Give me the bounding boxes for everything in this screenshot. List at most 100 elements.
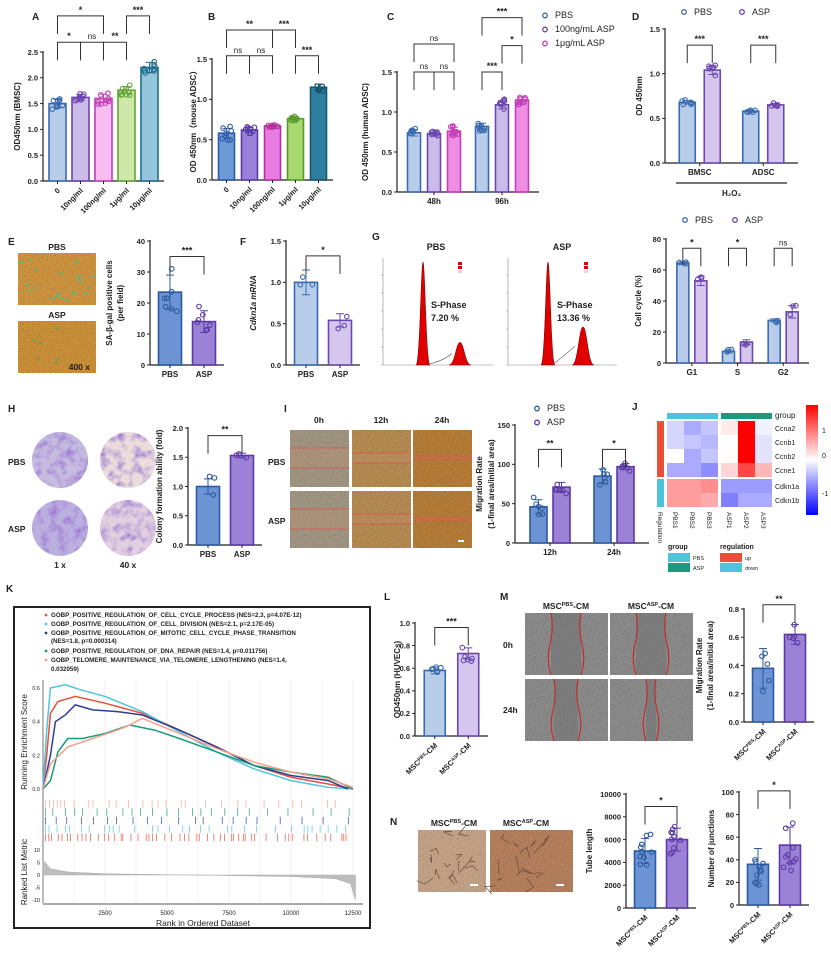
metric-y-tick-label: 10	[34, 848, 40, 854]
regulation-annotation-title: Regulation	[656, 512, 663, 543]
flow-legend-swatch	[458, 266, 462, 269]
significance-label: ***	[182, 246, 193, 256]
data-point	[335, 325, 342, 332]
legend-marker	[542, 26, 548, 33]
heatmap-cell	[667, 493, 684, 507]
metric-y-tick-label: 5	[37, 861, 40, 867]
stained-cell	[55, 358, 59, 361]
x-tick-label: ASP	[332, 370, 349, 379]
significance-label: *	[690, 237, 694, 247]
chart-C: 0.0 0.5 1.0 1.5 OD 450nm (human ADSC) 48h 96h n…	[361, 7, 615, 206]
legend-swatch	[668, 553, 690, 562]
legend-label: 1μg/mL ASP	[555, 38, 605, 48]
bar	[703, 69, 722, 164]
data-point	[481, 127, 487, 134]
heatmap-cell	[755, 449, 772, 463]
scratch-image	[413, 430, 472, 487]
scratch-gap	[352, 514, 411, 524]
data-point	[759, 653, 765, 660]
significance-label: *	[510, 35, 514, 45]
data-point	[669, 830, 676, 836]
y-tick-label: 100	[721, 788, 734, 797]
legend-marker	[44, 631, 48, 635]
data-point	[501, 106, 507, 112]
data-point	[206, 473, 213, 480]
data-point	[679, 98, 686, 104]
x-tick-label: 12500	[345, 911, 362, 917]
tube-formation-image	[490, 830, 573, 892]
y-axis-label: Cdkn1a mRNA	[249, 275, 258, 331]
data-point	[677, 837, 684, 844]
significance-bracket	[103, 41, 127, 61]
y-tick-label: 0.5	[382, 148, 392, 157]
enrichment-curve	[42, 683, 354, 790]
heatmap-cell	[755, 421, 772, 435]
stained-cell	[39, 341, 44, 344]
x-tick-label: 48h	[427, 197, 441, 206]
y-tick-label: 50	[502, 499, 510, 508]
y-tick-label: 80	[726, 810, 734, 819]
data-point	[78, 97, 84, 103]
heatmap-cell	[684, 479, 701, 493]
y-tick-label: 0.2	[729, 690, 739, 699]
legend-label: PBS	[695, 215, 713, 225]
bar	[286, 117, 305, 181]
y-tick-label: 1.0	[400, 619, 410, 628]
heatmap-cell	[701, 479, 718, 493]
significance-bracket	[773, 247, 793, 267]
y-tick-label: 1.0	[271, 278, 281, 287]
bar	[309, 86, 328, 181]
x-tick-label: 0	[53, 186, 62, 195]
scratch-image	[352, 430, 411, 487]
heatmap-cell	[684, 463, 701, 477]
data-point	[637, 844, 644, 851]
data-point	[223, 130, 229, 137]
data-point	[150, 61, 157, 68]
y-tick-label: 40	[137, 237, 145, 246]
data-point	[343, 313, 350, 320]
significance-bracket	[686, 44, 713, 64]
data-point	[141, 65, 147, 72]
significance-bracket	[433, 71, 455, 90]
data-point	[53, 103, 60, 109]
significance-label: ns	[234, 46, 242, 55]
stained-cell	[73, 260, 79, 263]
y-tick-label: 0	[657, 359, 661, 368]
significance-label: ns	[440, 62, 448, 71]
data-point	[219, 135, 226, 142]
legend-label-cont: (NES=1.8, p=0.000314)	[51, 638, 117, 645]
data-point	[745, 109, 751, 115]
label-superscript: PBS	[562, 602, 574, 608]
significance-label: ***	[279, 19, 290, 29]
g2-peak	[571, 326, 595, 366]
data-point	[683, 259, 689, 265]
heatmap-column-label: PBS1	[671, 512, 678, 529]
stained-cell	[51, 297, 57, 299]
y-tick-label: 20	[137, 299, 145, 308]
significance-bracket	[169, 256, 205, 275]
significance-bracket	[757, 790, 791, 809]
y-tick-label: 1.5	[650, 25, 660, 34]
column-label: MSCASP-CM	[503, 818, 549, 828]
heatmap-cell	[667, 449, 684, 463]
y-tick-label: 0.4	[32, 720, 40, 726]
y-axis-label: OD450nm (HUVECs)	[393, 640, 402, 718]
data-point	[459, 644, 466, 651]
heatmap-cell	[701, 435, 718, 449]
bar	[263, 125, 282, 181]
y-tick-label: 2000	[604, 881, 621, 890]
data-point	[432, 129, 439, 136]
y-tick-label: 0.5	[28, 151, 38, 160]
y-tick-label: 1.5	[28, 99, 38, 108]
label-superscript: PBS	[744, 737, 756, 749]
data-point	[539, 511, 546, 517]
legend-label: PBS	[693, 556, 704, 562]
data-point	[151, 62, 158, 69]
stained-cell	[78, 280, 84, 283]
regulation-annotation-cell	[657, 435, 664, 449]
bar	[783, 633, 807, 723]
bar	[676, 262, 690, 364]
x-tick-label: MSCASP-CM	[759, 910, 794, 945]
x-tick-label: MSCPBS-CM	[614, 913, 649, 948]
